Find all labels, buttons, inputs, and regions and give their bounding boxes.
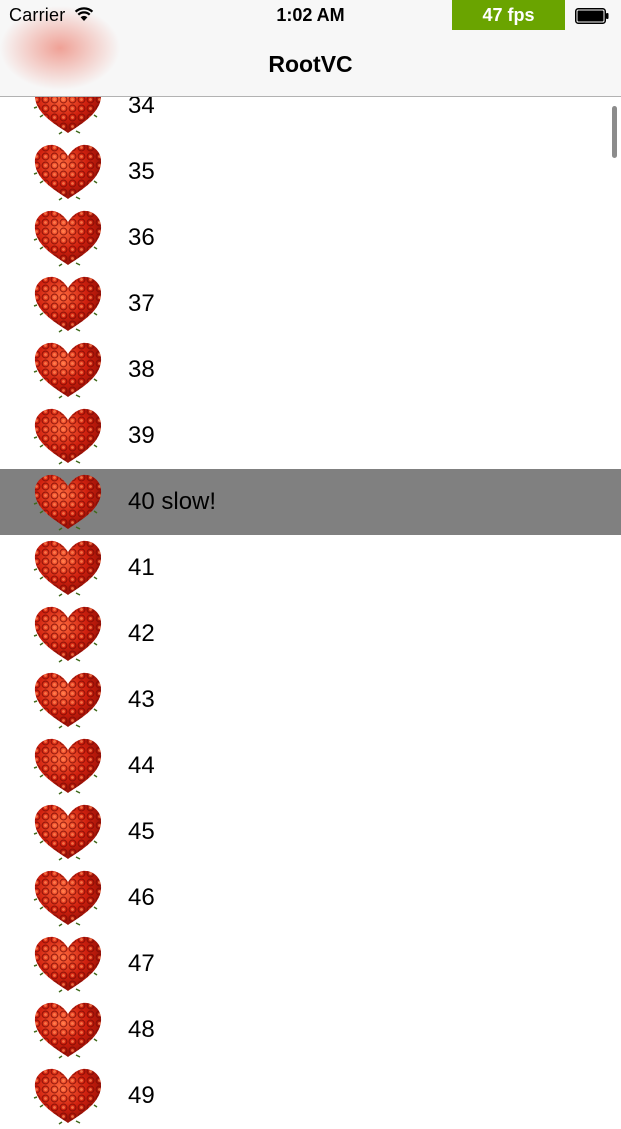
row-label: 38 — [128, 356, 155, 383]
scroll-indicator[interactable] — [612, 106, 617, 158]
carrier-label: Carrier — [9, 5, 66, 25]
table-row[interactable]: 45 — [0, 799, 621, 865]
table-row[interactable]: 48 — [0, 997, 621, 1063]
page-title: RootVC — [268, 51, 353, 77]
table-row[interactable]: 46 — [0, 865, 621, 931]
rose-heart-icon — [33, 870, 102, 927]
rose-heart-icon — [33, 210, 102, 267]
table-row[interactable]: 44 — [0, 733, 621, 799]
rose-heart-icon — [33, 804, 102, 861]
row-label: 42 — [128, 620, 155, 647]
row-label: 48 — [128, 1016, 155, 1043]
rose-heart-icon — [33, 342, 102, 399]
row-label: 35 — [128, 158, 155, 185]
table-row[interactable]: 43 — [0, 667, 621, 733]
table-row[interactable]: 35 — [0, 139, 621, 205]
rose-heart-icon — [33, 540, 102, 597]
table-row[interactable]: 37 — [0, 271, 621, 337]
table-view[interactable]: 34 35 — [0, 73, 621, 1129]
row-label: 37 — [128, 290, 155, 317]
table-row[interactable]: 49 — [0, 1063, 621, 1129]
table-row[interactable]: 39 — [0, 403, 621, 469]
row-label: 49 — [128, 1082, 155, 1109]
rose-heart-icon — [33, 1002, 102, 1059]
table-row[interactable]: 41 — [0, 535, 621, 601]
table-row[interactable]: 42 — [0, 601, 621, 667]
table-row[interactable]: 36 — [0, 205, 621, 271]
row-label: 41 — [128, 554, 155, 581]
fps-counter: 47 fps — [452, 0, 565, 30]
row-label: 44 — [128, 752, 155, 779]
navigation-bar: Carrier 1:02 AM 47 fps RootVC — [0, 0, 621, 97]
rose-heart-icon — [33, 144, 102, 201]
rose-heart-icon — [33, 738, 102, 795]
row-label: 43 — [128, 686, 155, 713]
row-label: 36 — [128, 224, 155, 251]
row-label: 46 — [128, 884, 155, 911]
table-row[interactable]: 47 — [0, 931, 621, 997]
rose-heart-icon — [33, 408, 102, 465]
blurred-content — [0, 0, 130, 96]
battery-icon — [575, 8, 609, 24]
wifi-icon — [74, 7, 94, 21]
status-bar: Carrier 1:02 AM 47 fps — [0, 0, 621, 30]
row-label: 39 — [128, 422, 155, 449]
rose-heart-icon — [33, 672, 102, 729]
row-label: 40 slow! — [128, 488, 217, 515]
row-label: 45 — [128, 818, 155, 845]
status-time: 1:02 AM — [276, 5, 345, 25]
row-label: 47 — [128, 950, 155, 977]
rose-heart-icon — [33, 936, 102, 993]
rose-heart-icon — [33, 606, 102, 663]
table-row[interactable]: 38 — [0, 337, 621, 403]
rose-heart-icon — [33, 1068, 102, 1125]
rose-heart-icon — [33, 474, 102, 531]
table-row-selected[interactable]: 40 slow! — [0, 469, 621, 535]
rose-heart-icon — [33, 276, 102, 333]
